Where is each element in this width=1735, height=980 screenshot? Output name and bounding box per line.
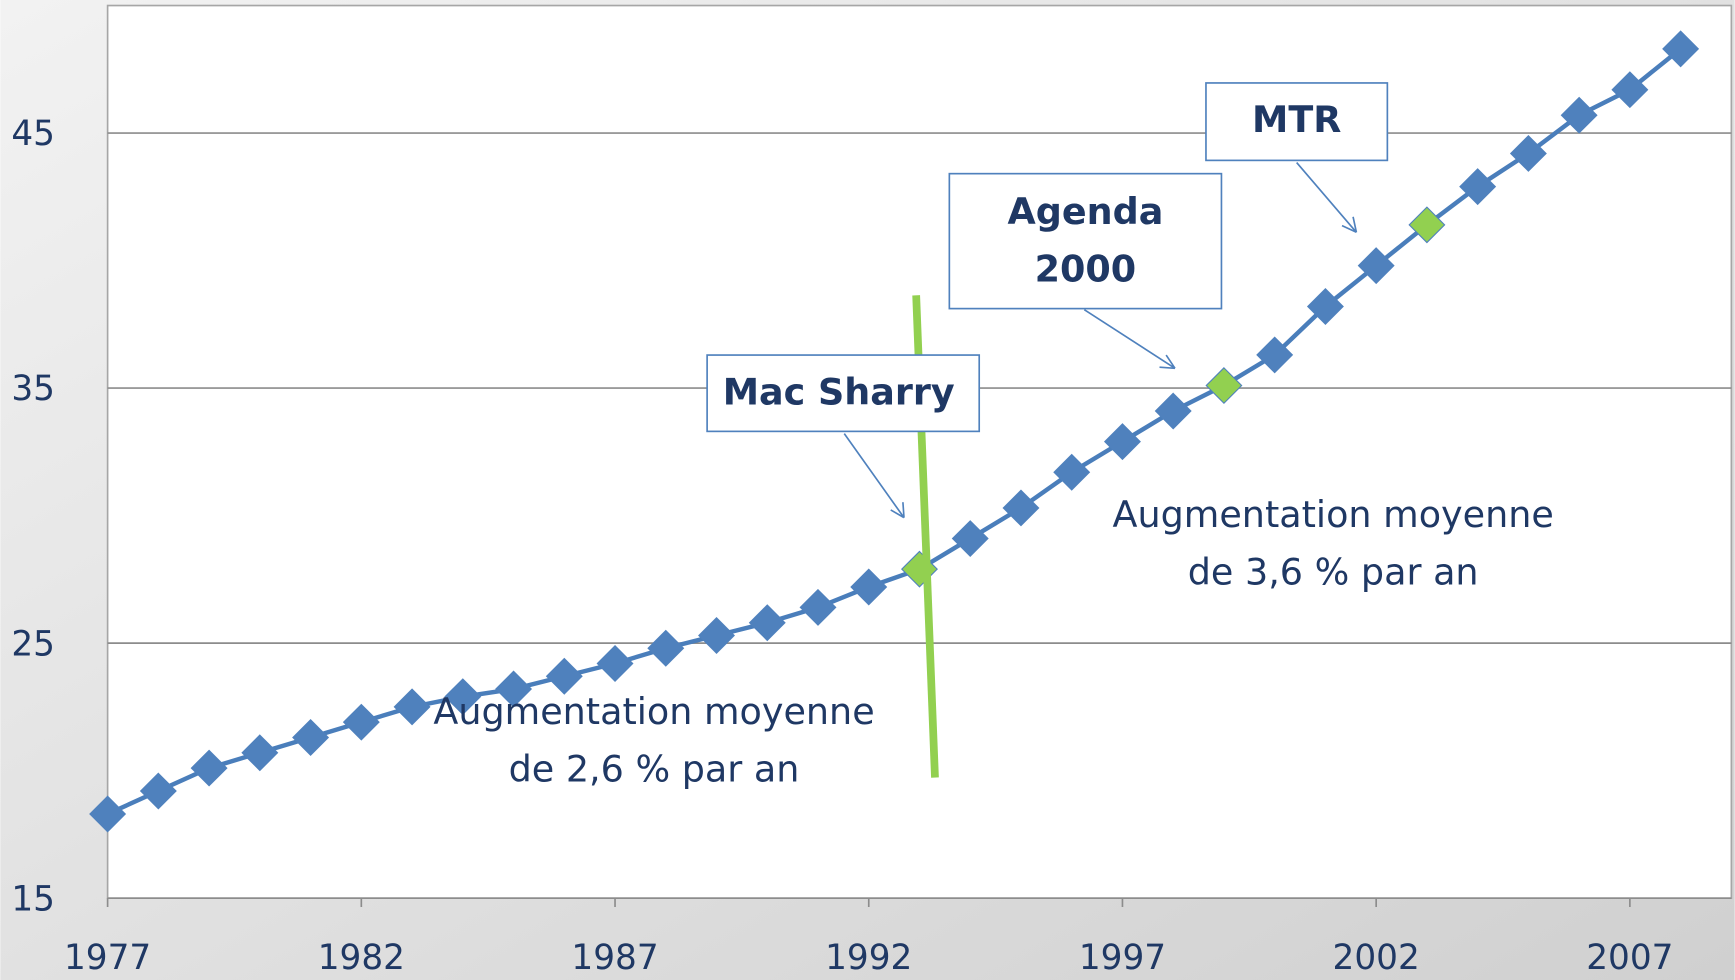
- annotation: Augmentation moyenne: [433, 690, 874, 733]
- x-tick-label: 1992: [825, 938, 912, 978]
- marker: [444, 678, 482, 716]
- marker: [1256, 336, 1294, 374]
- x-tick-label: 1997: [1079, 938, 1166, 978]
- marker: [1357, 247, 1395, 285]
- marker: [1306, 287, 1344, 325]
- marker: [1103, 423, 1141, 461]
- x-tick-label: 1982: [318, 938, 405, 978]
- annotation: Agenda: [1007, 190, 1163, 233]
- x-tick-label: 1987: [571, 938, 658, 978]
- annotation: 2000: [1035, 247, 1137, 290]
- marker: [1611, 71, 1649, 109]
- marker: [1408, 206, 1446, 244]
- marker: [190, 749, 228, 787]
- annotation-box: [948, 172, 1223, 310]
- marker: [393, 688, 431, 726]
- series: [89, 30, 1700, 833]
- annotation-arrow: [843, 433, 905, 519]
- marker: [89, 795, 127, 833]
- marker: [596, 645, 634, 682]
- marker: [647, 629, 685, 667]
- marker: [1002, 489, 1040, 527]
- marker: [1509, 134, 1547, 172]
- marker: [748, 604, 786, 642]
- marker: [799, 588, 837, 626]
- marker: [951, 520, 989, 558]
- marker: [1560, 96, 1598, 134]
- annotations: MTR Agenda 2000 Mac Sharry Augmentation …: [433, 82, 1554, 790]
- annotation-arrow: [1083, 309, 1176, 370]
- marker: [1205, 367, 1243, 405]
- annotation-arrow: [1296, 162, 1358, 234]
- marker: [1154, 392, 1192, 430]
- marker: [292, 718, 330, 756]
- marker: [698, 616, 735, 654]
- x-tick-label: 2007: [1586, 938, 1673, 978]
- annotation-box: [706, 354, 981, 433]
- y-tick-label: 25: [11, 624, 55, 664]
- marker: [545, 657, 583, 695]
- marker: [1459, 168, 1497, 206]
- x-tick-label: 1977: [64, 938, 151, 978]
- axes: 15 25 35 45 1977 1982 1987 1992 1997 2002 2007: [11, 114, 1673, 978]
- y-tick-label: 15: [11, 879, 55, 919]
- annotation: Augmentation moyenne: [1113, 493, 1554, 536]
- x-tick-label: 2002: [1333, 938, 1420, 978]
- y-tick-label: 35: [11, 369, 55, 409]
- annotation-box: [1205, 82, 1389, 162]
- marker: [241, 734, 279, 772]
- y-tick-label: 45: [11, 114, 55, 154]
- marker: [342, 703, 380, 741]
- marker: [495, 670, 533, 708]
- annotation: MTR: [1252, 98, 1341, 141]
- marker: [139, 772, 177, 810]
- marker: [850, 568, 888, 606]
- marker: [1053, 453, 1091, 491]
- annotation: de 3,6 % par an: [1188, 551, 1479, 594]
- marker: [1662, 30, 1700, 68]
- annotation: Mac Sharry: [723, 370, 955, 413]
- annotation: de 2,6 % par an: [509, 747, 800, 790]
